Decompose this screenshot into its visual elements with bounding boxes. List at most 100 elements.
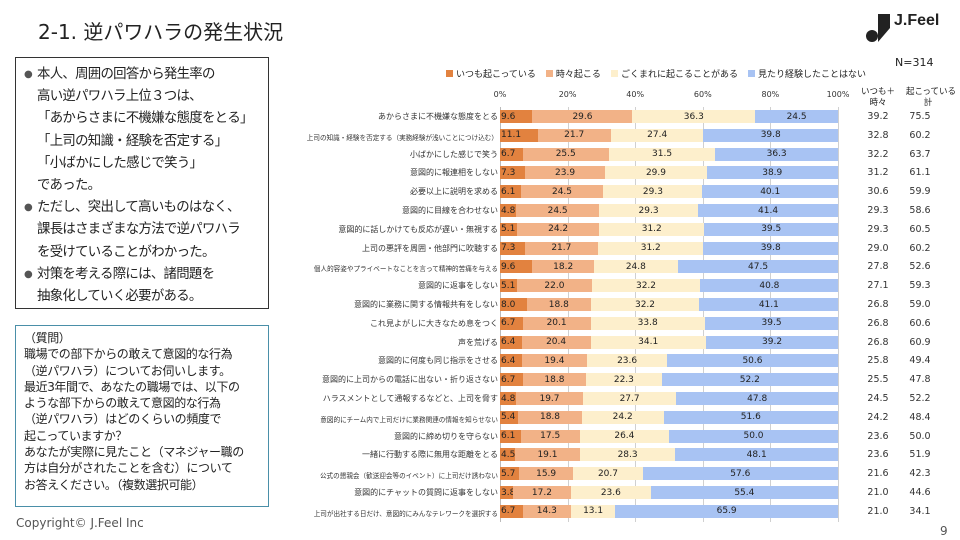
bar-segment: 5.7 xyxy=(500,467,520,481)
question-line: 方は自分がされたことを含む）について xyxy=(24,461,233,476)
row-value: 50.0 xyxy=(909,430,931,442)
summary-line: 「あからさまに不機嫌な態度をとる」 xyxy=(24,108,264,130)
row-label: 意図的に目線を合わせない xyxy=(402,206,498,215)
summary-text: 対策を考える際には、諸問題を xyxy=(37,266,215,282)
row-label: ハラスメントとして通報するなどと、上司を脅す xyxy=(322,394,498,403)
bar-segment: 17.5 xyxy=(520,429,580,443)
row-value: 27.1 xyxy=(867,280,889,292)
bar-segment: 8.0 xyxy=(500,298,528,311)
question-line: 職場での部下からの敢えて意図的な行為 xyxy=(24,347,233,362)
copyright: Copyright© J.Feel Inc xyxy=(16,516,144,530)
plot-area xyxy=(500,107,838,522)
bar-segment: 15.9 xyxy=(519,467,573,481)
bar-segment: 25.5 xyxy=(522,147,609,161)
bar-segment: 29.3 xyxy=(603,185,703,199)
bullet-icon: ● xyxy=(24,268,33,280)
row-value: 29.3 xyxy=(867,205,889,216)
bar-segment: 6.4 xyxy=(500,354,522,368)
bar-segment: 47.8 xyxy=(676,392,838,405)
bar-segment: 39.8 xyxy=(703,128,838,142)
bar-segment: 32.2 xyxy=(590,298,700,311)
bullet-icon: ● xyxy=(24,202,33,214)
bar-segment: 50.0 xyxy=(669,429,838,443)
bar-segment: 48.1 xyxy=(675,448,838,462)
row-value: 48.4 xyxy=(909,411,931,423)
row-label: 意図的にチーム内で上司だけに業務関連の情報を知らせない xyxy=(320,415,498,424)
bar-segment: 39.2 xyxy=(705,335,839,349)
row-value: 26.8 xyxy=(867,317,889,329)
summary-line: ● ただし、突出して高いものはなく、 xyxy=(24,197,264,219)
legend-swatch xyxy=(747,70,755,77)
bar-segment: 47.5 xyxy=(677,260,839,274)
question-line: （質問） xyxy=(24,331,71,345)
legend-label: 時々起こる xyxy=(555,70,601,80)
legend-item: いつも起こっている xyxy=(446,67,536,80)
row-value: 47.8 xyxy=(909,374,931,386)
x-tick-label: 80% xyxy=(761,90,780,99)
page-number: 9 xyxy=(940,524,948,538)
bullet-spacer xyxy=(24,131,37,153)
bullet-spacer xyxy=(24,242,37,264)
row-value: 59.3 xyxy=(909,280,931,292)
bar-segment: 27.4 xyxy=(610,128,704,142)
x-tick-label: 100% xyxy=(826,90,850,99)
row-value: 60.9 xyxy=(909,336,931,348)
row-label: 意図的に上司からの電話に出ない・折り返さない xyxy=(322,375,498,385)
legend-item: ごくまれに起こることがある xyxy=(610,67,738,80)
row-value: 34.1 xyxy=(909,505,931,517)
summary-text: 「上司の知識・経験を否定する」 xyxy=(37,133,228,149)
row-value: 32.8 xyxy=(867,129,889,141)
bar-segment: 19.4 xyxy=(521,354,588,368)
row-value: 25.5 xyxy=(867,374,889,386)
row-value: 31.2 xyxy=(867,167,889,179)
bar-segment: 6.7 xyxy=(500,504,523,518)
row-label: 上司の悪評を周囲・他部門に吹聴する xyxy=(362,243,498,253)
bar-segment: 31.2 xyxy=(598,241,704,255)
row-value: 21.0 xyxy=(867,505,889,517)
bar-segment: 18.8 xyxy=(522,373,587,387)
question-line: ような部下からの敢えて意図的な行為 xyxy=(24,396,221,411)
bar-segment: 5.1 xyxy=(500,222,518,236)
question-box: （質問） 職場での部下からの敢えて意図的な行為 （逆パワハラ）についてお伺いします。… xyxy=(15,325,269,507)
row-label: 意図的にチャットの質問に返事をしない xyxy=(354,488,498,497)
bar-segment: 36.3 xyxy=(715,147,838,161)
x-tick-label: 0% xyxy=(493,90,507,99)
legend-label: ごくまれに起こることがある xyxy=(620,70,738,80)
summary-box: ● 本人、周囲の回答から発生率の 高い逆パワハラ上位３つは、 「あからさまに不機嫌な態… xyxy=(15,57,269,309)
gridline xyxy=(635,107,637,522)
row-value: 63.7 xyxy=(909,148,931,160)
x-tick-label: 60% xyxy=(693,90,712,99)
bar-segment: 32.2 xyxy=(591,279,701,293)
summary-text: 抽象化していく必要がある。 xyxy=(37,289,202,305)
bar-segment: 29.9 xyxy=(605,166,707,180)
bar-segment: 6.7 xyxy=(500,373,523,387)
bar-segment: 24.5 xyxy=(755,110,838,123)
legend-item: 時々起こる xyxy=(545,67,601,80)
question-line: 起こっていますか？ xyxy=(24,428,127,443)
x-tick-label: 20% xyxy=(558,90,577,99)
bar-segment: 40.8 xyxy=(700,279,839,293)
bar-segment: 65.9 xyxy=(615,504,838,518)
bar-segment: 23.6 xyxy=(587,354,667,368)
logo-text: J.Feel xyxy=(894,12,940,29)
bar-segment: 33.8 xyxy=(590,316,705,330)
bar-segment: 11.1 xyxy=(500,128,538,142)
question-line: あなたが実際に見たこと（マネジャー職の xyxy=(24,445,244,460)
row-value: 49.4 xyxy=(909,355,931,367)
bar-segment: 14.3 xyxy=(522,504,571,518)
bar-segment: 6.1 xyxy=(500,185,521,199)
row-value: 21.6 xyxy=(867,468,889,480)
row-value: 23.6 xyxy=(867,430,889,442)
bar-segment: 24.2 xyxy=(581,410,664,424)
bar-segment: 20.1 xyxy=(522,316,591,330)
bar-segment: 23.6 xyxy=(570,486,651,499)
bar-segment: 39.5 xyxy=(704,222,838,236)
row-label: 個人的容姿やプライベートなことを言って精神的苦痛を与える xyxy=(313,265,498,274)
bar-segment: 29.3 xyxy=(599,204,699,217)
question-line: （逆パワハラ）はどのくらいの頻度で xyxy=(24,412,222,427)
bar-segment: 24.2 xyxy=(517,222,600,236)
bar-segment: 31.2 xyxy=(599,222,705,236)
bar-segment: 38.9 xyxy=(706,166,838,180)
summary-text: であった。 xyxy=(37,178,101,194)
summary-line: ● 本人、周囲の回答から発生率の xyxy=(24,64,264,86)
